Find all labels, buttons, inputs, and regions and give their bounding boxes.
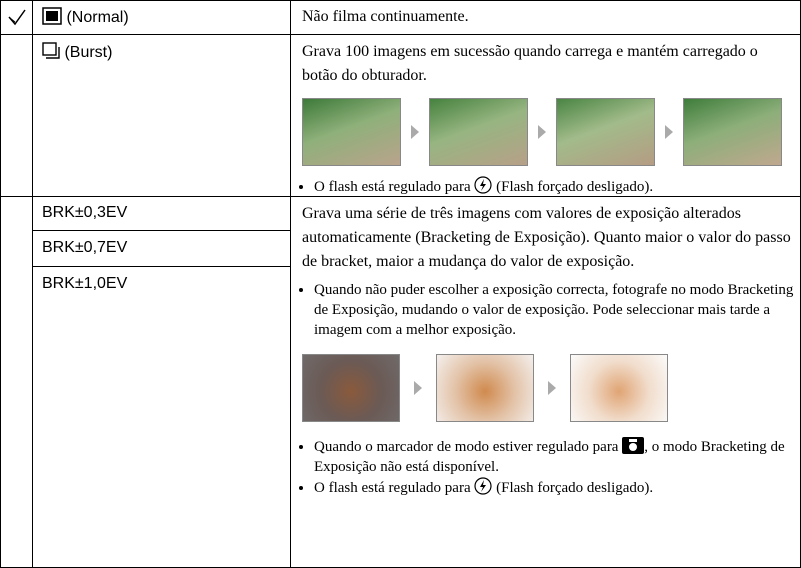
mode-cell: (Normal) — [42, 7, 129, 27]
note-text: (Flash forçado desligado). — [496, 480, 654, 496]
note: O flash está regulado para (Flash forçad… — [314, 176, 782, 197]
photo — [302, 98, 402, 166]
notes: Quando o marcador de modo estiver regula… — [302, 436, 794, 498]
description: Não filma continuamente. — [302, 8, 469, 25]
border — [290, 0, 291, 568]
border — [32, 230, 290, 231]
border — [0, 0, 1, 568]
desc-cell: Grava 100 imagens em sucessão quando car… — [302, 40, 782, 197]
photo — [436, 354, 534, 422]
arrow — [411, 125, 419, 139]
description: Grava uma série de três imagens com valo… — [302, 205, 791, 270]
arrow — [538, 125, 546, 139]
note-text: (Flash forçado desligado). — [496, 179, 654, 195]
flash-off-icon — [474, 176, 492, 194]
description: Grava 100 imagens em sucessão quando car… — [302, 43, 758, 84]
flash-off-icon — [474, 477, 492, 495]
notes: O flash está regulado para (Flash forçad… — [302, 176, 782, 197]
border — [32, 266, 290, 267]
mode-label: BRK±0,3EV — [42, 204, 128, 221]
note-text: Quando o marcador de modo estiver regula… — [314, 439, 619, 455]
arrow — [665, 125, 673, 139]
mode-cell: (Burst) — [42, 42, 112, 62]
note: O flash está regulado para (Flash forçad… — [314, 477, 794, 498]
mode-label: BRK±1,0EV — [42, 275, 128, 292]
photo-row — [302, 354, 794, 422]
photo — [302, 354, 400, 422]
photo — [570, 354, 668, 422]
arrow — [548, 381, 556, 395]
camera-icon — [622, 437, 645, 454]
normal-icon — [42, 7, 62, 25]
border — [32, 0, 33, 568]
border — [0, 0, 801, 1]
mode-label: (Normal) — [66, 9, 129, 26]
mode-label: (Burst) — [64, 44, 113, 61]
desc-cell: Não filma continuamente. — [302, 5, 792, 29]
burst-icon — [42, 42, 60, 59]
note-text: , o modo Bracketing de Exposição não est… — [314, 439, 785, 475]
photo-row — [302, 98, 782, 166]
photo — [682, 98, 782, 166]
mode-label: BRK±0,7EV — [42, 239, 128, 256]
note: Quando não puder escolher a exposição co… — [314, 280, 794, 340]
photo — [428, 98, 529, 166]
note-text: O flash está regulado para — [314, 179, 471, 195]
note-text: O flash está regulado para — [314, 480, 471, 496]
desc-cell: Grava uma série de três imagens com valo… — [302, 202, 794, 498]
border — [0, 196, 801, 197]
photo — [555, 98, 656, 166]
arrow — [414, 381, 422, 395]
border — [0, 34, 801, 35]
note: Quando o marcador de modo estiver regula… — [314, 436, 794, 477]
check-icon — [8, 9, 26, 26]
notes: Quando não puder escolher a exposição co… — [302, 280, 794, 340]
